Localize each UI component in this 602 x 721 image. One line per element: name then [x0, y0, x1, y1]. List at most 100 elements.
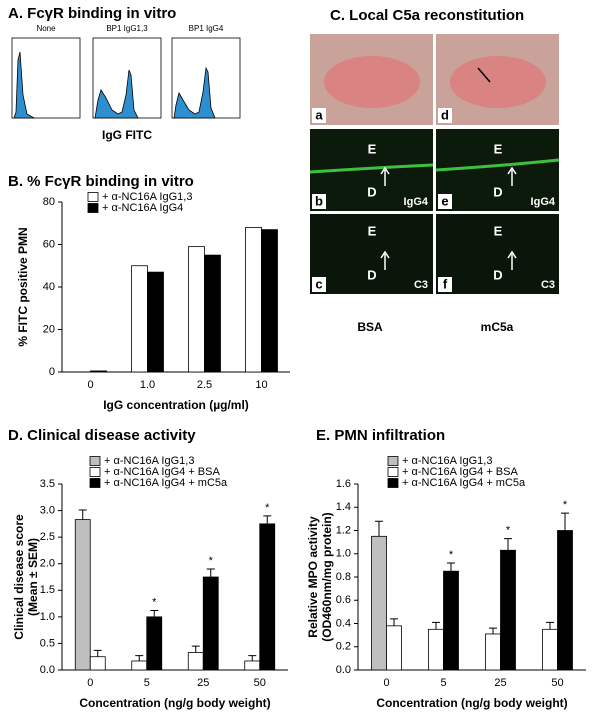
- column-label: mC5a: [481, 320, 514, 334]
- images: [309, 34, 560, 294]
- significance-mark: *: [506, 525, 511, 537]
- x-axis-label: IgG concentration (µg/ml): [103, 398, 249, 412]
- significance-mark: *: [563, 499, 568, 511]
- arrow: [507, 166, 517, 186]
- error-bar: [447, 562, 455, 572]
- legend-label: + α-NC16A IgG4 + BSA: [104, 466, 220, 478]
- bar: [443, 570, 459, 671]
- bar: [147, 271, 164, 373]
- legend-swatch: [387, 456, 399, 466]
- arrow: [380, 250, 390, 270]
- error-bar: [546, 621, 554, 630]
- error-bar: [248, 655, 257, 661]
- layer-label: D: [367, 184, 376, 199]
- histogram: [94, 69, 139, 119]
- y-axis-label: % FITC positive PMN: [16, 227, 30, 346]
- error-bar: [263, 515, 272, 524]
- y-tick-label: 1.5: [40, 584, 55, 596]
- legend-swatch: [89, 467, 101, 477]
- legend-swatch: [89, 456, 101, 466]
- histograms: [11, 37, 241, 119]
- legend-swatch: [89, 478, 101, 488]
- chart-title: B. % FcγR binding in vitro: [8, 173, 194, 190]
- panel-a-title: A. FcγR binding in vitro: [8, 5, 176, 22]
- layer-label: D: [493, 184, 502, 199]
- arrow: [507, 250, 517, 270]
- letter-box: [312, 277, 326, 292]
- bar: [500, 549, 516, 671]
- bar: [89, 656, 106, 671]
- x-tick-label: 5: [144, 677, 150, 689]
- bar: [131, 660, 148, 671]
- y-axis-label: (OD460nm/mg protein): [320, 512, 334, 641]
- error-bar: [432, 621, 440, 630]
- panel-c-title: C. Local C5a reconstitution: [330, 7, 524, 24]
- chart-title: D. Clinical disease activity: [8, 427, 196, 444]
- panel-letter: d: [441, 107, 449, 122]
- y-tick-label: 80: [43, 196, 55, 208]
- bar: [188, 246, 205, 373]
- bar: [259, 523, 276, 671]
- y-tick-label: 60: [43, 238, 55, 250]
- x-tick-label: 5: [440, 677, 446, 689]
- bar: [245, 227, 262, 373]
- letter-box: [438, 108, 452, 123]
- stain-label: C3: [414, 279, 428, 291]
- layer-label: E: [494, 223, 503, 238]
- legend-label: + α-NC16A IgG4 + BSA: [402, 466, 518, 478]
- micrograph: [310, 214, 433, 294]
- significance-mark: *: [449, 549, 454, 561]
- letter-box: [438, 277, 452, 292]
- chart-title: E. PMN infiltration: [316, 427, 445, 444]
- y-tick-label: 40: [43, 281, 55, 293]
- significance-mark: *: [152, 596, 157, 608]
- y-tick-label: 3.0: [40, 504, 55, 516]
- legend-label: + α-NC16A IgG1,3: [104, 455, 194, 467]
- layer-label: E: [368, 223, 377, 238]
- bar: [187, 652, 204, 671]
- layer-label: E: [494, 141, 503, 156]
- histogram: [13, 51, 36, 119]
- y-tick-label: 0.2: [336, 641, 351, 653]
- y-tick-label: 2.0: [40, 558, 55, 570]
- bar: [261, 229, 278, 373]
- photo-subject: [450, 56, 546, 108]
- bar: [202, 576, 219, 671]
- y-tick-label: 1.0: [40, 611, 55, 623]
- x-tick-label: 50: [254, 677, 266, 689]
- bar: [485, 633, 501, 671]
- bar: [244, 660, 261, 671]
- y-axis-label: Relative MPO activity: [306, 516, 320, 638]
- column-label: BSA: [357, 320, 383, 334]
- y-tick-label: 1.0: [336, 548, 351, 560]
- bar: [371, 535, 387, 671]
- bar: [386, 625, 402, 671]
- x-axis-label: IgG FITC: [102, 128, 152, 142]
- panel-letter: f: [443, 276, 448, 291]
- layer-label: D: [367, 267, 376, 282]
- error-bar: [150, 609, 159, 617]
- histogram: [173, 66, 216, 119]
- y-tick-label: 3.5: [40, 478, 55, 490]
- bar: [542, 628, 558, 671]
- error-bar: [375, 520, 383, 537]
- legend-swatch: [387, 467, 399, 477]
- bar: [131, 265, 148, 373]
- x-axis-label: Concentration (ng/g body weight): [376, 696, 567, 710]
- bar: [204, 254, 221, 373]
- letter-box: [312, 194, 326, 209]
- y-tick-label: 0.6: [336, 594, 351, 606]
- arrow: [380, 166, 390, 186]
- y-axis-label: Clinical disease score: [12, 514, 26, 640]
- x-tick-label: 0: [87, 677, 93, 689]
- stain: [435, 158, 560, 172]
- x-tick-label: 2.5: [197, 379, 212, 391]
- error-bar: [78, 509, 87, 520]
- y-tick-label: 0.5: [40, 637, 55, 649]
- y-axis-label: (Mean ± SEM): [26, 538, 40, 616]
- error-bar: [504, 538, 512, 551]
- image-labels: a d b e c f E D E D E D E D IgG4 IgG4 C3…: [312, 107, 556, 334]
- legend-swatch: [87, 203, 99, 213]
- x-tick-label: 25: [197, 677, 209, 689]
